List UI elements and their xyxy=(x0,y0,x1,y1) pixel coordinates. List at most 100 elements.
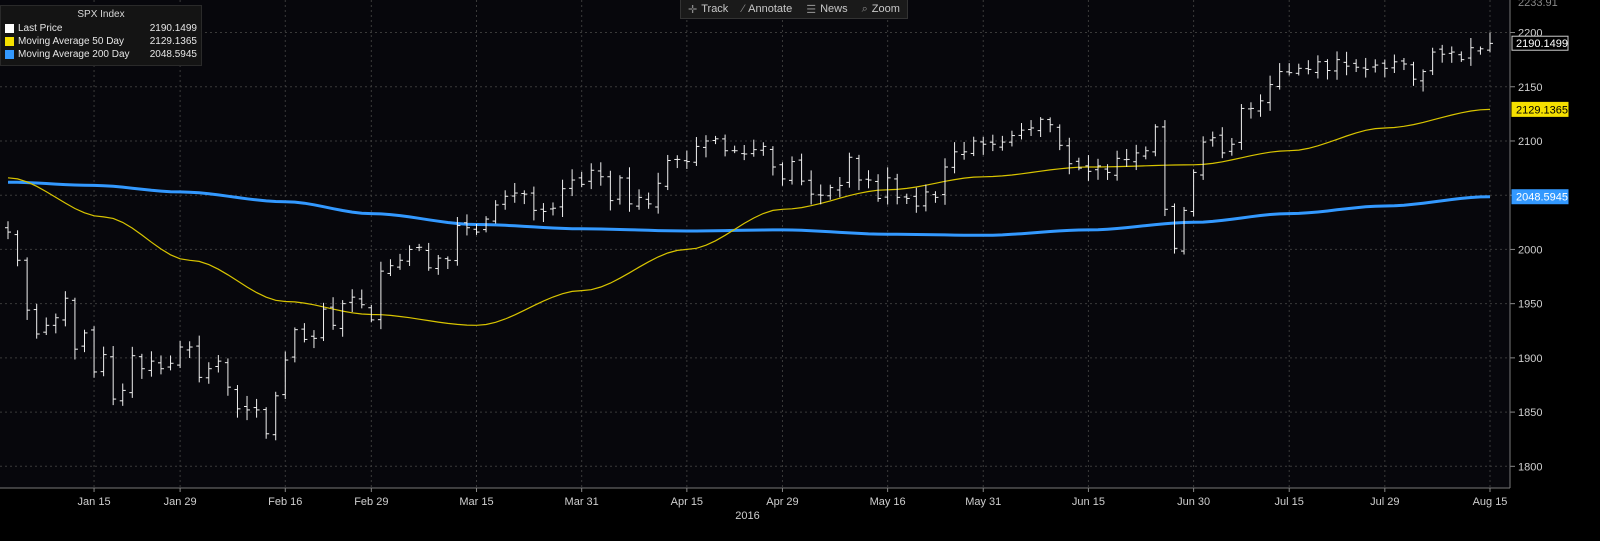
x-tick-label: Jan 15 xyxy=(78,496,111,508)
crosshair-icon: ✛ xyxy=(688,3,698,16)
zoom-label: Zoom xyxy=(871,3,900,15)
price-bar xyxy=(205,362,212,384)
price-bar xyxy=(549,202,556,216)
price-bar xyxy=(808,170,815,205)
price-bar xyxy=(196,335,203,383)
legend-item-last-price: Last Price 2190.1499 xyxy=(5,22,197,35)
price-bar xyxy=(320,302,327,342)
price-bar xyxy=(397,253,404,270)
price-bar xyxy=(712,135,719,145)
zoom-button[interactable]: ⌕ Zoom xyxy=(855,0,907,18)
price-bar xyxy=(932,191,939,203)
price-bar xyxy=(1094,158,1101,180)
price-bar xyxy=(387,259,394,277)
legend-swatch xyxy=(5,50,14,59)
price-bar xyxy=(1171,203,1178,254)
price-bar xyxy=(148,351,155,377)
legend-title: SPX Index xyxy=(77,9,125,20)
price-bar xyxy=(683,150,690,169)
price-bar xyxy=(81,329,88,353)
legend-value: 2048.5945 xyxy=(149,49,197,60)
x-tick-label: Feb 16 xyxy=(268,496,302,508)
x-tick-label: May 16 xyxy=(870,496,906,508)
annotate-button[interactable]: ⁄ Annotate xyxy=(735,0,799,18)
price-bar xyxy=(1200,136,1207,180)
x-tick-label: Jun 15 xyxy=(1072,496,1105,508)
x-tick-label: Aug 15 xyxy=(1473,496,1508,508)
y-tick-label: 1800 xyxy=(1518,461,1542,473)
price-bar xyxy=(636,189,643,210)
price-bar xyxy=(157,355,164,375)
last-value-label-box xyxy=(1511,101,1569,117)
price-bar xyxy=(750,139,757,157)
price-bar xyxy=(416,243,423,252)
price-bar xyxy=(473,223,480,235)
x-axis-year-label: 2016 xyxy=(735,510,759,522)
price-bar xyxy=(167,355,174,371)
price-bar xyxy=(1448,46,1455,63)
last-value-label: 2190.1499 xyxy=(1516,38,1568,50)
price-bar xyxy=(1161,120,1168,217)
price-bar xyxy=(129,346,136,398)
price-bar xyxy=(540,203,547,223)
price-bar xyxy=(502,190,509,210)
price-bar xyxy=(1439,44,1446,63)
price-bar xyxy=(1324,59,1331,80)
price-bar xyxy=(339,300,346,337)
legend-name: Moving Average 50 Day xyxy=(18,36,124,47)
price-bar xyxy=(798,153,805,186)
price-bar xyxy=(110,346,117,406)
price-bar xyxy=(674,155,681,169)
price-bar xyxy=(578,171,585,188)
price-bar xyxy=(272,391,279,441)
price-bar xyxy=(177,340,184,369)
price-bar xyxy=(358,289,365,309)
news-button[interactable]: ☰ News xyxy=(799,0,854,18)
x-tick-label: Feb 29 xyxy=(354,496,388,508)
price-bar xyxy=(817,184,824,205)
price-bar xyxy=(645,192,652,209)
chart-toolbar: ✛ Track ⁄ Annotate ☰ News ⌕ Zoom xyxy=(680,0,908,19)
x-tick-label: Jun 30 xyxy=(1177,496,1210,508)
price-bar xyxy=(1343,51,1350,76)
price-bar xyxy=(616,175,623,205)
y-tick-label: 2100 xyxy=(1518,136,1542,148)
price-bar xyxy=(846,152,853,188)
x-tick-label: Mar 15 xyxy=(459,496,493,508)
price-bar xyxy=(1056,124,1063,151)
price-bar xyxy=(1267,75,1274,111)
price-bar xyxy=(1228,138,1235,156)
price-bar xyxy=(1247,102,1254,119)
price-bar xyxy=(1181,206,1188,255)
price-bar xyxy=(425,242,432,271)
y-tick-label-partial: 2233.91 xyxy=(1518,0,1558,9)
price-bar xyxy=(664,154,671,191)
price-bar xyxy=(1400,58,1407,71)
price-bar xyxy=(138,353,145,379)
price-bar xyxy=(483,216,490,233)
price-bar xyxy=(463,214,470,236)
price-bar xyxy=(1381,59,1388,78)
legend: SPX Index Last Price 2190.1499 Moving Av… xyxy=(0,5,202,66)
price-bar xyxy=(702,135,709,158)
price-bar xyxy=(263,407,270,439)
price-bar xyxy=(1008,130,1015,147)
price-bar xyxy=(349,289,356,313)
x-tick-label: May 31 xyxy=(965,496,1001,508)
price-bar xyxy=(865,170,872,189)
price-bar xyxy=(1314,55,1321,79)
last-value-label-box xyxy=(1511,189,1569,205)
price-bar xyxy=(530,186,537,221)
y-tick-label: 2000 xyxy=(1518,244,1542,256)
price-bar xyxy=(1238,104,1245,150)
price-bar xyxy=(444,256,451,269)
price-bar xyxy=(1123,149,1130,167)
price-bar xyxy=(301,323,308,343)
price-bar xyxy=(827,184,834,200)
price-bar xyxy=(406,245,413,266)
track-button[interactable]: ✛ Track xyxy=(681,0,735,18)
legend-swatch xyxy=(5,24,14,33)
ma50-line xyxy=(7,108,1491,326)
price-bar xyxy=(224,358,231,396)
